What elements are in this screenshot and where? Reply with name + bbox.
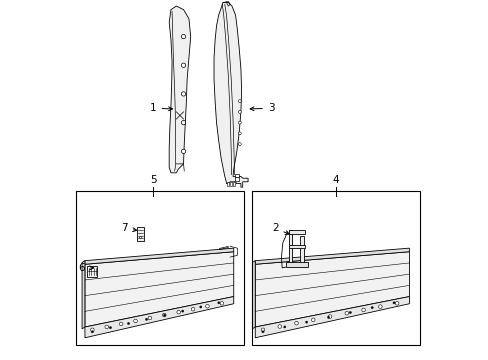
Circle shape [148,316,151,320]
Circle shape [370,307,372,309]
Circle shape [361,308,365,312]
PathPatch shape [285,262,307,267]
PathPatch shape [288,244,305,248]
Circle shape [327,315,331,318]
Circle shape [217,302,220,304]
Circle shape [145,318,147,320]
Circle shape [127,323,129,325]
Text: 4: 4 [332,175,339,185]
Circle shape [91,331,93,333]
PathPatch shape [255,248,408,264]
Bar [227,182,229,186]
Circle shape [277,325,281,328]
Circle shape [345,311,348,315]
Circle shape [238,132,241,135]
PathPatch shape [288,230,305,234]
Circle shape [305,321,307,323]
Circle shape [181,310,183,312]
Text: 7: 7 [121,224,137,233]
Circle shape [261,328,264,332]
Circle shape [181,121,185,125]
Circle shape [119,322,122,326]
Circle shape [177,310,180,314]
Circle shape [163,314,165,316]
Bar [235,174,239,177]
Circle shape [199,306,202,308]
Circle shape [378,305,381,309]
Circle shape [327,316,329,318]
Circle shape [162,313,166,317]
Bar [76,191,244,345]
Circle shape [181,35,185,39]
Text: 5: 5 [149,175,156,185]
Circle shape [262,331,264,333]
Bar [137,227,144,241]
PathPatch shape [85,297,233,338]
Circle shape [181,92,185,96]
Bar [251,191,419,345]
PathPatch shape [169,6,190,173]
Circle shape [105,325,108,329]
Bar [230,182,232,186]
Circle shape [220,301,223,305]
PathPatch shape [300,235,304,264]
PathPatch shape [255,252,408,327]
Circle shape [139,236,142,238]
Circle shape [109,327,111,329]
PathPatch shape [85,248,233,264]
Circle shape [392,302,394,304]
Text: 2: 2 [271,224,289,234]
Circle shape [133,319,137,323]
Circle shape [294,321,298,325]
Text: 3: 3 [250,103,274,113]
Circle shape [238,100,241,103]
Circle shape [90,328,94,332]
Text: 6: 6 [78,263,93,273]
PathPatch shape [85,252,233,327]
Circle shape [311,318,314,321]
PathPatch shape [214,3,247,187]
Circle shape [348,311,351,314]
Circle shape [181,63,185,67]
Circle shape [181,149,185,153]
PathPatch shape [82,261,85,329]
Bar [87,266,97,277]
Bar [235,177,239,181]
Circle shape [205,305,209,308]
Circle shape [238,143,241,145]
Circle shape [238,121,241,124]
Circle shape [238,111,241,113]
Text: 1: 1 [150,103,172,113]
PathPatch shape [255,297,408,338]
Bar [233,182,235,186]
Circle shape [283,326,285,328]
Circle shape [191,307,194,311]
PathPatch shape [289,230,292,264]
Circle shape [394,301,398,305]
PathPatch shape [252,261,255,329]
